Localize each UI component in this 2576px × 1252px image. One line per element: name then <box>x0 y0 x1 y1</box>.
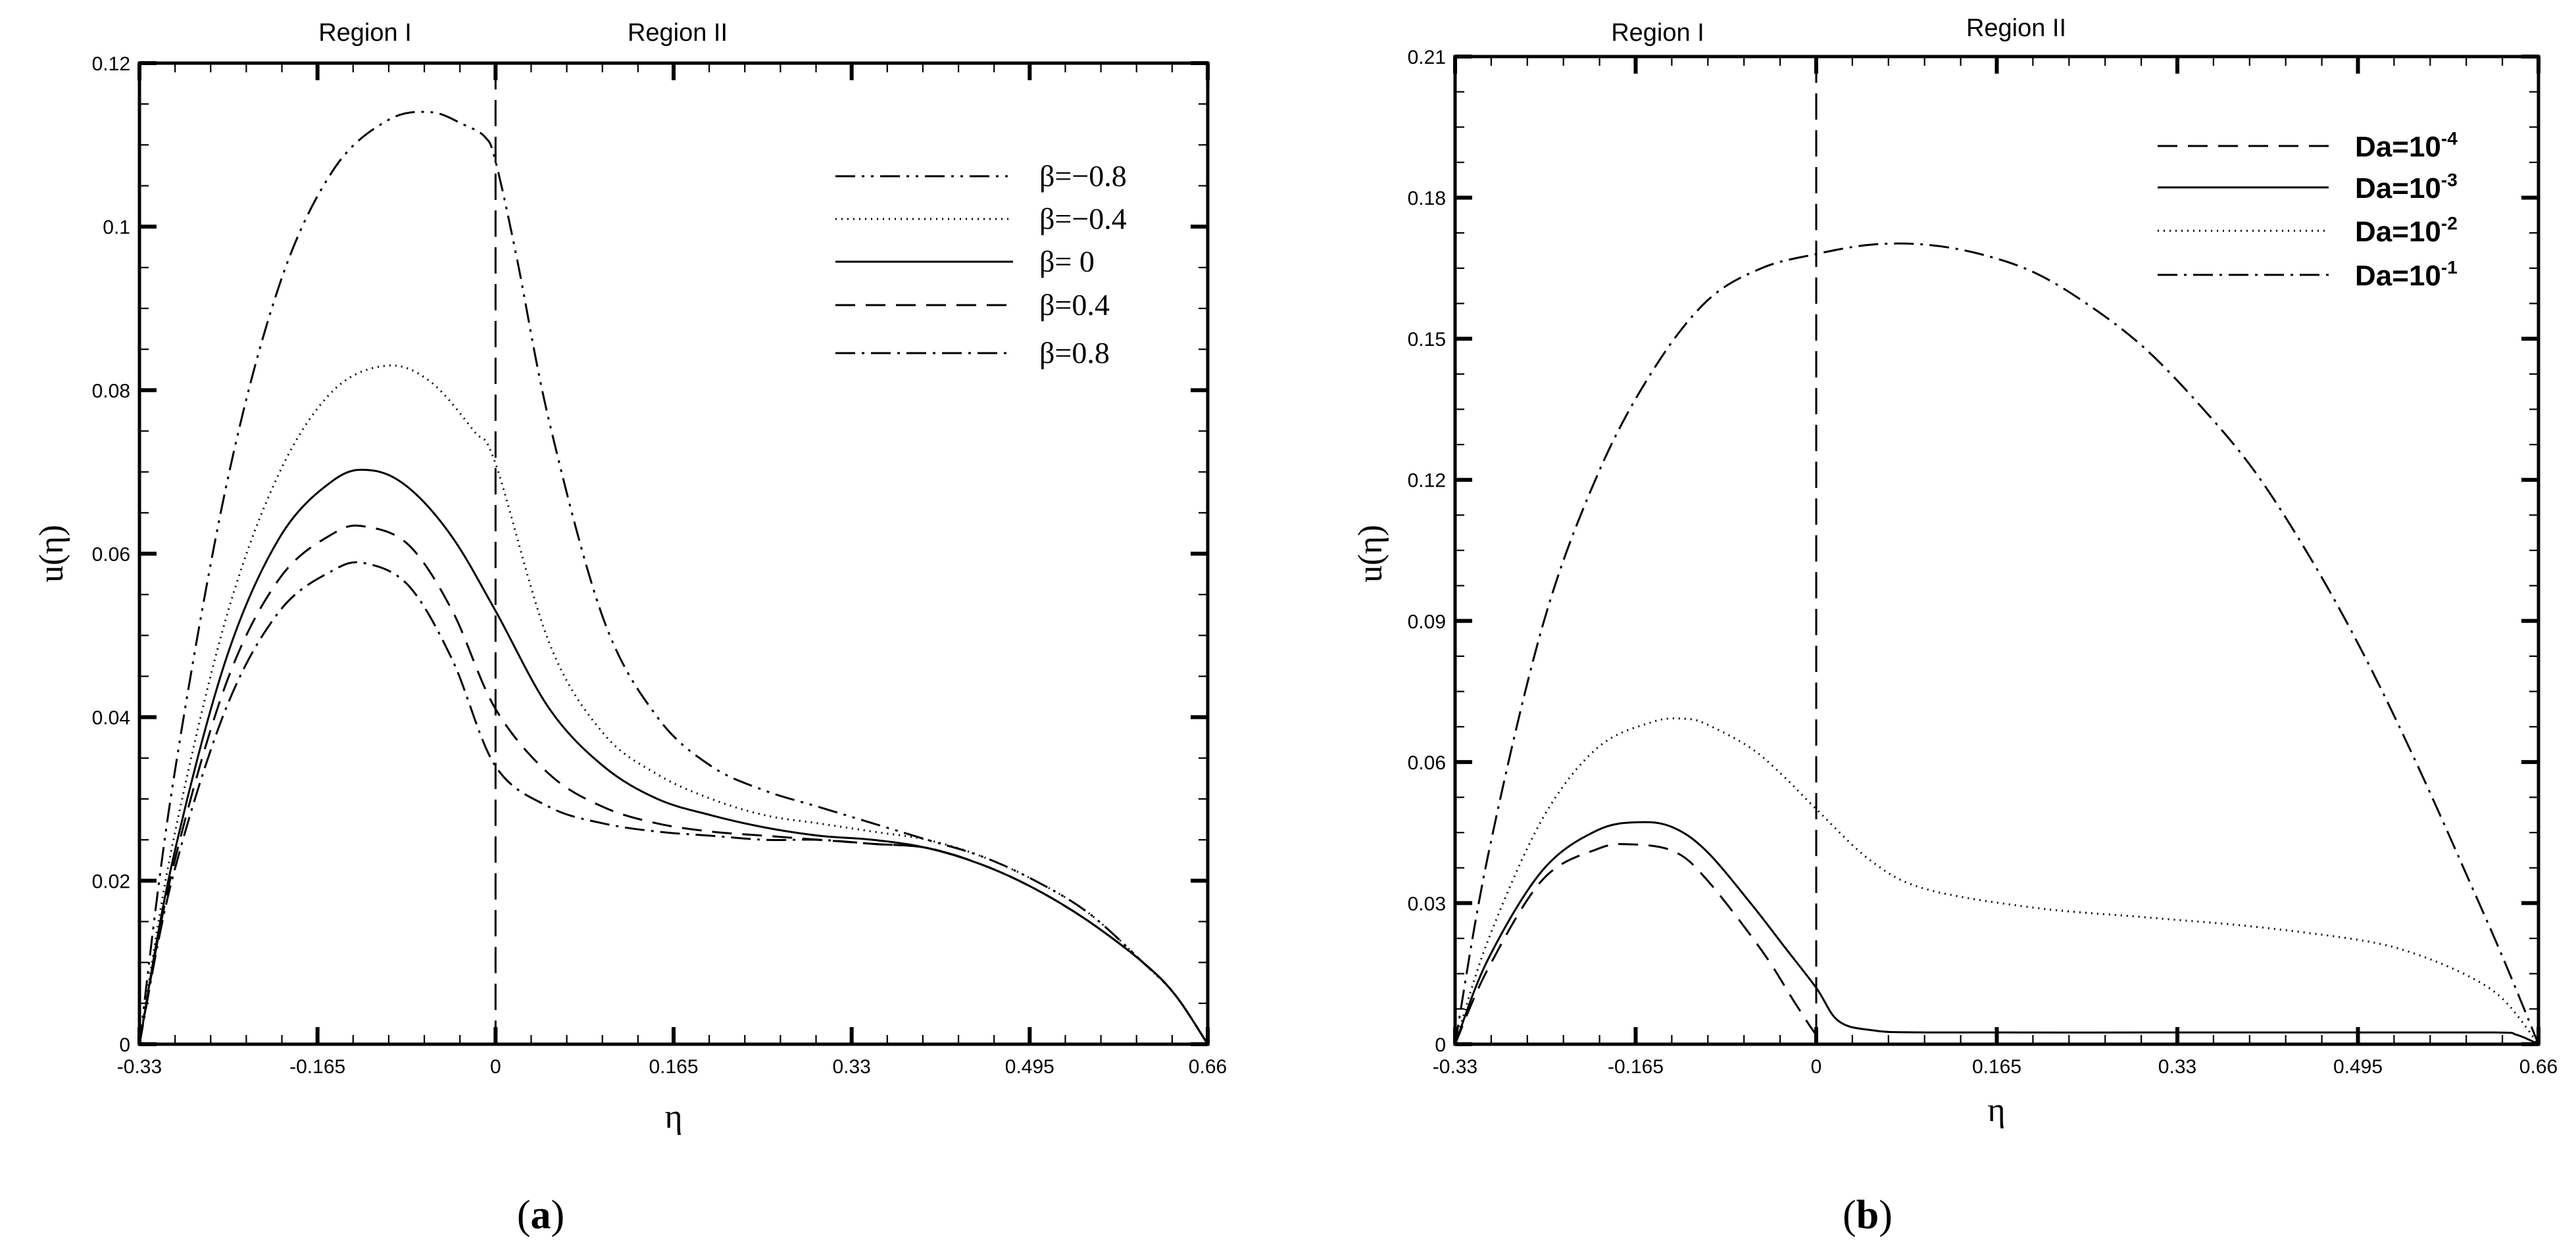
panel-b-series <box>1454 242 2540 1046</box>
legend-item: Da=10-2 <box>2158 213 2458 248</box>
y-tick-label: 0 <box>119 1034 130 1056</box>
panel-b-label-open: ( <box>1843 1193 1856 1238</box>
legend-label-base: Da=10 <box>2355 172 2441 205</box>
panel-b-x-tick-labels: -0.33 -0.165 0 0.165 0.33 0.495 0.66 <box>1433 1056 2558 1078</box>
legend-label: β=−0.8 <box>1039 159 1127 193</box>
x-tick-label: -0.33 <box>1433 1056 1477 1078</box>
legend-label: β=−0.4 <box>1039 202 1127 235</box>
panel-b-y-tick-labels: 0 0.03 0.06 0.09 0.12 0.15 0.18 0.21 <box>1408 47 1446 1056</box>
legend-label: Da=10-3 <box>2355 170 2458 205</box>
legend-item: β=−0.8 <box>835 159 1127 193</box>
y-tick-label: 0.12 <box>92 53 130 75</box>
legend-label-base: Da=10 <box>2355 260 2441 292</box>
legend-label: β=0.8 <box>1039 336 1110 370</box>
panel-b-x-axis-title: η <box>1987 1092 2005 1129</box>
panel-a-region-2-label: Region II <box>628 19 728 47</box>
panel-a-y-tick-labels: 0 0.02 0.04 0.06 0.08 0.1 0.12 <box>92 53 130 1056</box>
panel-a-label-close: ) <box>551 1193 565 1238</box>
y-tick-label: 0.06 <box>1408 752 1446 774</box>
panel-a: -0.33 -0.165 0 0.165 0.33 0.495 0.66 0 0.02 0.04… <box>33 19 1227 1238</box>
panel-b-region-1-label: Region I <box>1611 19 1704 47</box>
panel-b-plot-frame <box>1453 55 2540 1046</box>
legend-item: Da=10-4 <box>2158 128 2458 163</box>
legend-label: Da=10-1 <box>2355 257 2458 292</box>
series-curve-2 <box>138 364 1209 1045</box>
y-tick-label: 0.1 <box>103 217 130 239</box>
panel-a-region-1-label: Region I <box>318 19 412 47</box>
panel-a-label-letter: a <box>531 1193 551 1238</box>
legend-label-base: Da=10 <box>2355 216 2441 248</box>
legend-label: Da=10-4 <box>2355 128 2458 163</box>
legend-label: β=0.4 <box>1039 288 1110 322</box>
x-tick-label: 0.165 <box>1972 1056 2021 1078</box>
y-tick-label: 0 <box>1435 1034 1446 1056</box>
x-tick-label: -0.165 <box>1608 1056 1664 1078</box>
panel-a-y-axis-title: u(η) <box>33 525 70 583</box>
panel-a-legend: β=−0.8 β=−0.4 β= 0 β=0.4 β=0.8 <box>835 159 1127 370</box>
x-tick-label: 0 <box>1811 1056 1822 1078</box>
x-tick-label: 0.66 <box>1189 1056 1227 1078</box>
panel-b-region-2-label: Region II <box>1966 14 2066 42</box>
y-tick-label: 0.08 <box>92 380 130 402</box>
legend-item: β=0.8 <box>835 336 1110 370</box>
legend-item: Da=10-3 <box>2158 170 2458 205</box>
panel-b-legend: Da=10-4 Da=10-3 Da=10-2 Da=10-1 <box>2158 128 2458 292</box>
x-tick-label: 0.66 <box>2519 1056 2558 1078</box>
panel-b: -0.33 -0.165 0 0.165 0.33 0.495 0.66 0 0.03 0.06… <box>1352 14 2558 1238</box>
legend-item: β=−0.4 <box>835 202 1127 235</box>
legend-item: β= 0 <box>835 245 1095 278</box>
series-curve-3 <box>1454 717 2540 1045</box>
panel-b-label: (b) <box>1843 1193 1893 1238</box>
x-tick-label: 0.165 <box>649 1056 698 1078</box>
panel-b-ticks <box>1453 55 2540 1046</box>
x-tick-label: 0.495 <box>2333 1056 2383 1078</box>
panel-a-label-open: ( <box>517 1193 531 1238</box>
x-tick-label: 0.495 <box>1005 1056 1054 1078</box>
panel-a-series <box>138 110 1209 1045</box>
series-curve-2 <box>1454 821 2539 1046</box>
y-tick-label: 0.15 <box>1408 329 1446 350</box>
series-curve-4 <box>138 524 1209 1045</box>
panel-a-x-axis-title: η <box>664 1098 682 1136</box>
y-tick-label: 0.21 <box>1408 47 1446 68</box>
x-tick-label: 0.33 <box>832 1056 870 1078</box>
x-tick-label: 0.33 <box>2158 1056 2196 1078</box>
legend-label-base: Da=10 <box>2355 131 2441 163</box>
y-tick-label: 0.18 <box>1408 188 1446 210</box>
panel-a-plot-frame <box>137 61 1210 1046</box>
panel-b-label-letter: b <box>1856 1193 1879 1238</box>
panel-b-y-axis-title: u(η) <box>1352 525 1389 583</box>
x-tick-label: 0 <box>490 1056 501 1078</box>
y-tick-label: 0.09 <box>1408 611 1446 633</box>
legend-item: β=0.4 <box>835 288 1110 322</box>
panel-a-label: (a) <box>517 1193 564 1238</box>
legend-label: β= 0 <box>1039 245 1095 278</box>
legend-label: Da=10-2 <box>2355 213 2458 248</box>
legend-label-exponent: -1 <box>2441 257 2458 277</box>
y-tick-label: 0.02 <box>92 871 130 892</box>
legend-label-exponent: -2 <box>2441 213 2458 233</box>
x-tick-label: -0.165 <box>289 1056 345 1078</box>
legend-label-exponent: -3 <box>2441 170 2458 190</box>
series-curve-5 <box>138 561 1209 1045</box>
legend-label-exponent: -4 <box>2441 128 2458 149</box>
series-curve-1 <box>1454 843 2539 1046</box>
panel-b-label-close: ) <box>1879 1193 1893 1238</box>
y-tick-label: 0.04 <box>92 708 130 729</box>
series-curve-4 <box>1454 242 2540 1045</box>
legend-item: Da=10-1 <box>2158 257 2458 292</box>
panel-a-x-tick-labels: -0.33 -0.165 0 0.165 0.33 0.495 0.66 <box>117 1056 1227 1078</box>
y-tick-label: 0.03 <box>1408 893 1446 915</box>
y-tick-label: 0.06 <box>92 544 130 566</box>
x-tick-label: -0.33 <box>117 1056 162 1078</box>
y-tick-label: 0.12 <box>1408 470 1446 492</box>
